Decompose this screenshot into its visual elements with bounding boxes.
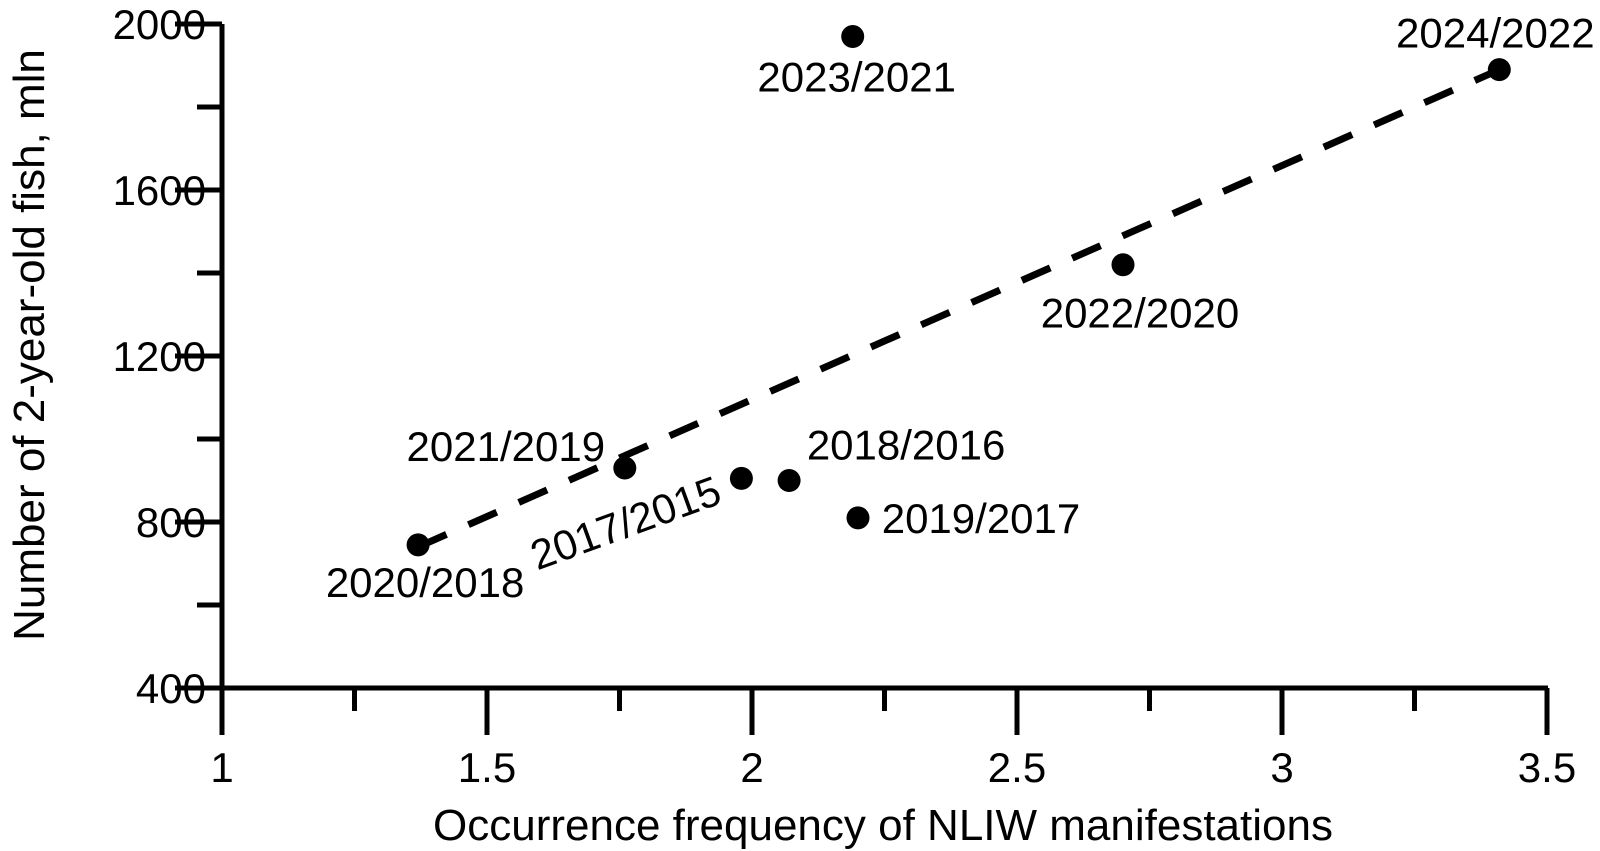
data-point-2019-2017 — [846, 506, 870, 530]
data-point-2022-2020 — [1111, 253, 1135, 277]
x-tick-label: 1 — [210, 744, 233, 791]
point-label-2018-2016: 2018/2016 — [807, 422, 1006, 469]
tick-labels-layer: 1 1.5 2 2.5 3 3.5 400 800 1200 1600 2000 — [113, 1, 1577, 791]
point-label-2023-2021: 2023/2021 — [757, 53, 956, 100]
point-labels-layer: 2017/2015 2018/2016 2019/2017 2020/2018 2021… — [326, 10, 1595, 606]
ticks-layer — [175, 21, 1550, 735]
data-point-2020-2018 — [406, 533, 430, 557]
data-point-2023-2021 — [841, 24, 865, 48]
point-label-2022-2020: 2022/2020 — [1041, 290, 1240, 337]
data-points-layer — [406, 24, 1511, 557]
trend-line-layer — [416, 66, 1501, 551]
y-axis-title: Number of 2-year-old fish, mln — [5, 49, 54, 641]
data-point-2017-2015 — [729, 466, 753, 490]
data-point-2018-2016 — [777, 469, 801, 492]
y-tick-label: 400 — [136, 665, 206, 712]
y-tick-label: 1200 — [113, 333, 206, 380]
data-point-2021-2019 — [613, 456, 637, 480]
point-label-2020-2018: 2020/2018 — [326, 559, 525, 606]
point-label-2021-2019: 2021/2019 — [407, 423, 606, 470]
x-tick-label: 2.5 — [988, 744, 1046, 791]
x-tick-label: 1.5 — [458, 744, 516, 791]
x-tick-label: 3.5 — [1518, 744, 1576, 791]
axes-layer — [175, 24, 1548, 735]
y-tick-label: 1600 — [113, 167, 206, 214]
point-label-2019-2017: 2019/2017 — [882, 495, 1081, 542]
point-label-2024-2022: 2024/2022 — [1396, 10, 1595, 57]
y-tick-label: 2000 — [113, 1, 206, 48]
point-label-2017-2015: 2017/2015 — [524, 467, 727, 579]
x-tick-label: 2 — [740, 744, 763, 791]
x-axis-title: Occurrence frequency of NLIW manifestati… — [433, 801, 1333, 850]
trend-dashed-line — [416, 66, 1501, 551]
y-tick-label: 800 — [136, 499, 206, 546]
data-point-2024-2022 — [1487, 58, 1511, 82]
x-tick-label: 3 — [1270, 744, 1293, 791]
